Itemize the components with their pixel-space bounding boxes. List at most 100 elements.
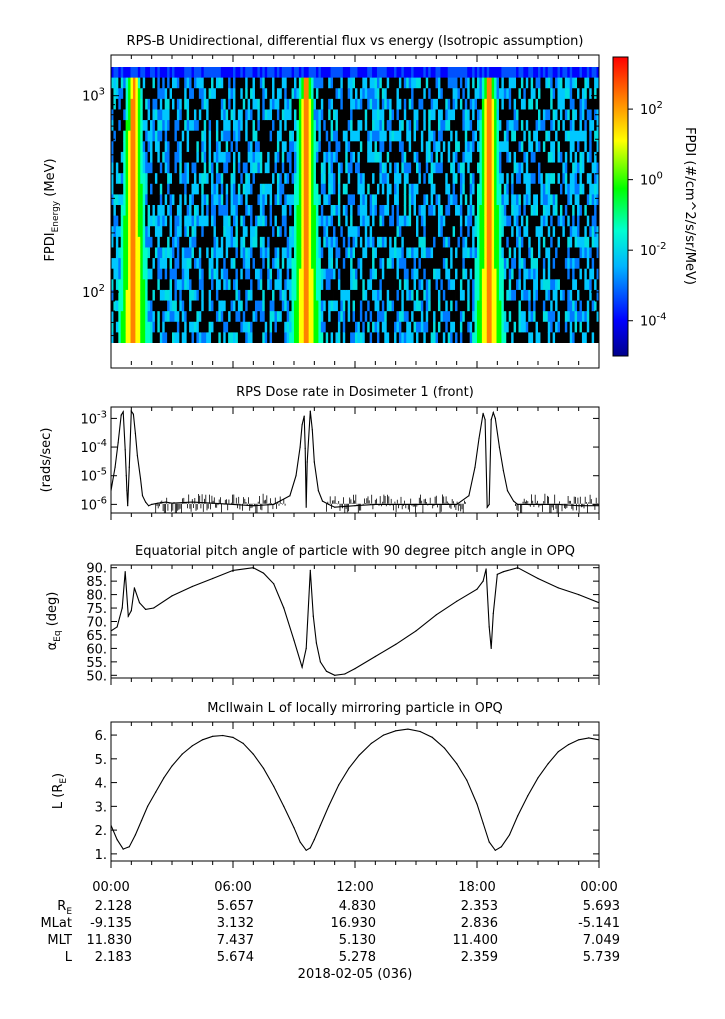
- spectrogram-cell: [425, 215, 429, 227]
- spectrogram-cell: [450, 67, 453, 79]
- spectrogram-cell: [162, 173, 166, 185]
- spectrogram-cell: [328, 162, 331, 174]
- spectrogram-cell: [142, 321, 146, 333]
- spectrogram-cell: [313, 300, 317, 312]
- spectrogram-cell: [176, 311, 180, 323]
- spectrogram-cell: [259, 130, 263, 142]
- spectrogram-cell: [420, 88, 424, 100]
- spectrogram-cell: [279, 173, 283, 185]
- spectrogram-cell: [411, 205, 414, 217]
- spectrogram-cell: [130, 141, 134, 153]
- spectrogram-cell: [391, 268, 395, 280]
- spectrogram-cell: [303, 67, 307, 79]
- spectrogram-cell: [572, 141, 575, 153]
- spectrogram-cell: [435, 289, 439, 301]
- spectrogram-cell: [323, 67, 327, 79]
- spectrogram-cell: [562, 109, 566, 121]
- spectrogram-cell: [337, 162, 341, 174]
- spectrogram-cell: [367, 258, 371, 270]
- spectrogram-cell: [193, 173, 197, 185]
- spectrogram-cell: [437, 162, 441, 174]
- spectrogram-cell: [320, 268, 324, 280]
- spectrogram-cell: [401, 120, 405, 132]
- spectrogram-cell: [254, 88, 258, 100]
- spectrogram-cell: [437, 236, 441, 248]
- spectrogram-cell: [186, 151, 190, 163]
- spectrogram-cell: [230, 236, 234, 248]
- spectrogram-cell: [430, 205, 434, 217]
- spectrogram-cell: [423, 226, 427, 238]
- spectrogram-cell: [123, 130, 127, 142]
- spectrogram-cell: [384, 215, 388, 227]
- spectrogram-cell: [447, 226, 451, 238]
- spectrogram-cell: [401, 88, 405, 100]
- spectrogram-cell: [489, 77, 493, 89]
- spectrogram-cell: [213, 120, 217, 132]
- spectrogram-cell: [352, 247, 356, 259]
- spectrogram-cell: [242, 289, 246, 301]
- spectrogram-cell: [455, 162, 458, 174]
- spectrogram-cell: [508, 130, 512, 142]
- spectrogram-cell: [323, 226, 327, 238]
- spectrogram-cell: [320, 67, 324, 79]
- spectrogram-cell: [391, 77, 395, 89]
- spectrogram-cell: [169, 183, 173, 195]
- spectrogram-cell: [235, 88, 239, 100]
- spectrogram-cell: [120, 321, 124, 333]
- spectrogram-cell: [357, 98, 361, 110]
- spectrogram-cell: [320, 162, 324, 174]
- spectrogram-cell: [423, 183, 427, 195]
- spectrogram-cell: [457, 109, 461, 121]
- spectrogram-cell: [198, 215, 202, 227]
- spectrogram-cell: [530, 236, 534, 248]
- spectrogram-cell: [411, 183, 414, 195]
- spectrogram-cell: [459, 205, 463, 217]
- spectrogram-cell: [320, 215, 324, 227]
- spectrogram-cell: [572, 173, 575, 185]
- spectrogram-cell: [335, 226, 339, 238]
- spectrogram-cell: [164, 120, 168, 132]
- spectrogram-cell: [467, 321, 471, 333]
- spectrogram-cell: [218, 194, 222, 206]
- spectrogram-cell: [245, 194, 249, 206]
- spectrogram-cell: [459, 151, 463, 163]
- spectrogram-cell: [264, 215, 268, 227]
- spectrogram-cell: [235, 162, 239, 174]
- spectrogram-cell: [455, 226, 458, 238]
- spectrogram-cell: [525, 226, 529, 238]
- spectrogram-cell: [257, 194, 261, 206]
- spectrogram-cell: [147, 226, 151, 238]
- spectrogram-cell: [147, 279, 151, 291]
- spectrogram-cell: [247, 279, 251, 291]
- spectrogram-cell: [472, 279, 475, 291]
- spectrogram-cell: [179, 151, 183, 163]
- spectrogram-cell: [437, 321, 441, 333]
- spectrogram-cell: [152, 109, 156, 121]
- spectrogram-cell: [181, 226, 185, 238]
- spectrogram-cell: [145, 236, 148, 248]
- spectrogram-cell: [457, 215, 461, 227]
- spectrogram-cell: [167, 321, 170, 333]
- spectrogram-cell: [225, 205, 229, 217]
- spectrogram-cell: [311, 215, 314, 227]
- spectrogram-cell: [416, 88, 419, 100]
- spectrogram-cell: [128, 258, 131, 270]
- spectrogram-cell: [384, 332, 388, 343]
- spectrogram-cell: [496, 279, 500, 291]
- spectrogram-cell: [462, 226, 466, 238]
- spectrogram-cell: [272, 141, 275, 153]
- spectrogram-cell: [540, 151, 544, 163]
- spectrogram-cell: [318, 279, 322, 291]
- spectrogram-cell: [474, 151, 478, 163]
- spectrogram-cell: [228, 279, 231, 291]
- spectrogram-cell: [547, 279, 551, 291]
- spectrogram-cell: [435, 194, 439, 206]
- spectrogram-cell: [318, 215, 322, 227]
- spectrogram-cell: [264, 183, 268, 195]
- spectrogram-cell: [284, 321, 288, 333]
- spectrogram-cell: [337, 183, 341, 195]
- spectrogram-cell: [562, 141, 566, 153]
- spectrogram-cell: [533, 236, 536, 248]
- spectrogram-cell: [164, 215, 168, 227]
- spectrogram-cell: [142, 311, 146, 323]
